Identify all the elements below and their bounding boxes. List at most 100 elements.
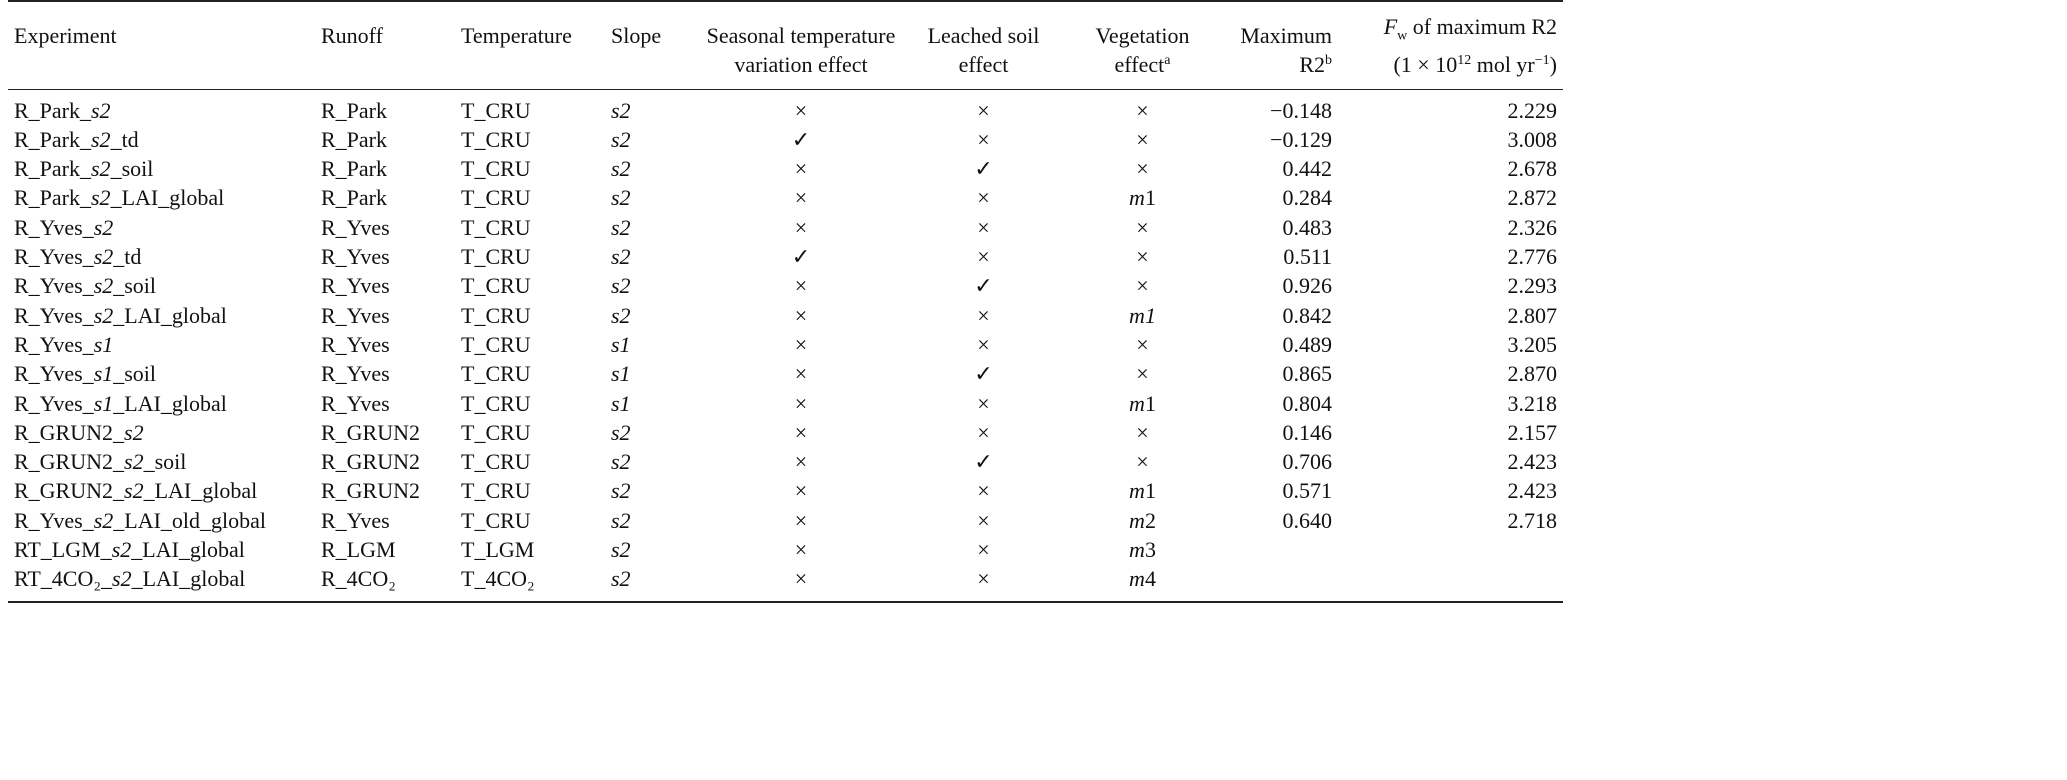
- experiment-slope: s2: [93, 244, 114, 270]
- cell-fw: 2.870: [1507, 361, 1558, 387]
- cell-slope: s2: [605, 242, 690, 271]
- experiment-prefix: R_Yves_: [14, 273, 94, 299]
- table-row: R_Park_s2_soil R_Park T_CRU s2 × ✓ × 0.442 2.678: [8, 154, 1563, 183]
- table-row: R_GRUN2_s2 R_GRUN2 T_CRU s2 × × × 0.146 2.157: [8, 418, 1563, 447]
- cell-runoff: R_Yves: [321, 361, 390, 387]
- cell-slope: s2: [605, 535, 690, 564]
- experiment-prefix: R_GRUN2_: [14, 449, 125, 475]
- slope-value: s2: [611, 419, 631, 445]
- slope-value: s2: [611, 566, 631, 592]
- cell-max-r2: 0.284: [1282, 185, 1333, 211]
- experiment-suffix: _LAI_global: [113, 302, 227, 328]
- header-fw-1: Fw of maximum R2: [1338, 0, 1563, 51]
- slope-value: s2: [611, 302, 631, 328]
- slope-value: s2: [611, 97, 631, 123]
- cell-temperature: T_CRU: [461, 273, 531, 299]
- cell-temperature: T_CRU: [461, 390, 531, 416]
- experiment-slope: s2: [93, 302, 114, 328]
- cell-max-r2: 0.706: [1282, 449, 1333, 475]
- cell-seasonal: ×: [794, 185, 808, 211]
- cell-slope: s2: [605, 213, 690, 242]
- cell-runoff: R_GRUN2: [321, 478, 421, 504]
- cell-temperature: T_CRU: [461, 419, 531, 445]
- cell-max-r2: 0.804: [1282, 390, 1333, 416]
- cell-runoff: R_Yves: [321, 244, 390, 270]
- cell-vegetation: ×: [1136, 214, 1149, 240]
- cell-temperature: T_CRU: [461, 361, 531, 387]
- cell-fw: 3.008: [1507, 126, 1558, 152]
- cell-vegetation: m2: [1055, 506, 1230, 535]
- veg-index: 1: [1144, 302, 1156, 328]
- experiment-prefix: RT_4CO₂_: [14, 566, 113, 592]
- cell-experiment: RT_4CO₂_s2_LAI_global: [8, 564, 315, 604]
- cell-experiment: R_GRUN2_s2_soil: [8, 447, 315, 476]
- cell-max-r2: −0.148: [1270, 97, 1332, 123]
- header-slope: Slope: [605, 0, 690, 51]
- cell-runoff: R_Yves: [321, 507, 390, 533]
- table-header: Experiment Runoff Temperature Slope Seas…: [8, 0, 1563, 91]
- experiment-prefix: R_Yves_: [14, 331, 94, 357]
- fw-unit-post: ): [1549, 52, 1557, 78]
- experiment-slope: s2: [93, 273, 114, 299]
- cell-seasonal: ×: [794, 478, 808, 504]
- cell-fw: 2.872: [1507, 185, 1558, 211]
- cell-runoff: R_Yves: [321, 302, 390, 328]
- experiment-slope: s2: [91, 156, 111, 182]
- cell-fw: 2.157: [1507, 419, 1558, 445]
- cell-experiment: R_Yves_s2_LAI_global: [8, 300, 315, 329]
- experiment-prefix: R_Yves_: [14, 302, 94, 328]
- experiment-prefix: R_Park_: [14, 97, 91, 123]
- cell-fw: [1338, 564, 1563, 604]
- cell-slope: s2: [605, 506, 690, 535]
- header-temperature: Temperature: [455, 0, 605, 51]
- fw-exp: 12: [1457, 53, 1472, 69]
- r2-text: R2: [1299, 52, 1325, 78]
- cell-max-r2: [1230, 535, 1338, 564]
- fw-unit-mid: mol yr: [1471, 52, 1535, 78]
- cell-max-r2: 0.926: [1282, 273, 1333, 299]
- cell-seasonal: ×: [794, 507, 808, 533]
- cell-seasonal: ×: [794, 214, 808, 240]
- cell-max-r2: 0.146: [1282, 419, 1333, 445]
- slope-value: s2: [611, 126, 631, 152]
- cell-seasonal: ×: [794, 449, 808, 475]
- header-runoff: Runoff: [315, 0, 455, 51]
- cell-temperature: T_CRU: [461, 331, 531, 357]
- experiment-prefix: R_Yves_: [14, 390, 94, 416]
- experiment-prefix: R_GRUN2_: [14, 478, 125, 504]
- cell-temperature: T_4CO₂: [455, 564, 605, 604]
- cell-leached: ×: [977, 536, 990, 562]
- cell-leached: ×: [977, 185, 990, 211]
- cell-experiment: R_Yves_s1_soil: [8, 359, 315, 388]
- cell-seasonal: ×: [794, 302, 808, 328]
- experiment-suffix: _soil: [143, 449, 187, 475]
- cell-vegetation: m1: [1055, 476, 1230, 505]
- experiment-slope: s2: [91, 185, 111, 211]
- cell-vegetation: ×: [1136, 156, 1149, 182]
- header-max-r2-1: Maximum: [1230, 0, 1338, 51]
- cell-max-r2: 0.571: [1282, 478, 1333, 504]
- cell-fw: 2.423: [1507, 478, 1558, 504]
- slope-value: s1: [611, 361, 631, 387]
- cell-vegetation: ×: [1136, 419, 1149, 445]
- veg-index: 4: [1144, 566, 1156, 592]
- cell-temperature: T_CRU: [461, 244, 531, 270]
- table-row: R_Yves_s2_LAI_old_global R_Yves T_CRU s2 × × m…: [8, 506, 1563, 535]
- cell-vegetation: ×: [1136, 273, 1149, 299]
- cell-runoff: R_GRUN2: [321, 419, 421, 445]
- experiment-suffix: _soil: [110, 156, 154, 182]
- cell-runoff: R_GRUN2: [321, 449, 421, 475]
- table-row: R_Yves_s2_td R_Yves T_CRU s2 ✓ × × 0.511 2.776: [8, 242, 1563, 271]
- cell-vegetation: m3: [1055, 535, 1230, 564]
- header-max-r2-2: R2b: [1230, 50, 1338, 91]
- experiment-suffix: _LAI_global: [113, 390, 227, 416]
- experiment-suffix: _LAI_global: [131, 566, 246, 592]
- experiment-prefix: R_Park_: [14, 156, 91, 182]
- cell-seasonal: ×: [794, 419, 808, 445]
- cell-seasonal: ×: [794, 390, 808, 416]
- cell-leached: ✓: [974, 273, 993, 299]
- fw-exp2: −1: [1534, 53, 1550, 69]
- cell-max-r2: 0.489: [1282, 331, 1333, 357]
- experiment-slope: s1: [93, 390, 114, 416]
- cell-temperature: T_CRU: [461, 478, 531, 504]
